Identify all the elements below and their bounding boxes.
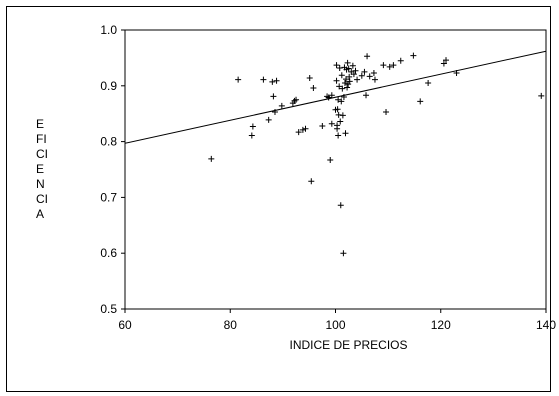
x-tick-label: 120	[431, 318, 451, 332]
y-tick-label: 0.7	[100, 190, 117, 204]
y-tick-label: 0.5	[100, 302, 117, 316]
x-tick-label: 60	[118, 318, 132, 332]
data-point	[335, 132, 342, 139]
data-point	[335, 111, 342, 118]
data-point	[440, 60, 447, 67]
data-point	[328, 92, 335, 99]
x-axis-label: INDICE DE PRECIOS	[289, 338, 407, 352]
y-tick-label: 0.9	[100, 79, 117, 93]
data-point	[380, 62, 387, 69]
y-axis-label-line: CI	[36, 192, 48, 206]
data-point	[346, 78, 353, 85]
data-point	[334, 122, 341, 129]
data-point	[343, 76, 350, 83]
data-point	[327, 157, 334, 164]
data-point	[235, 76, 242, 83]
data-point	[344, 59, 351, 66]
data-point	[358, 72, 365, 79]
y-axis-label-line: FI	[36, 132, 47, 146]
data-point	[333, 77, 340, 84]
data-point	[249, 123, 256, 130]
data-point	[269, 78, 276, 85]
y-tick-label: 0.8	[100, 135, 117, 149]
data-point	[338, 72, 345, 79]
data-point	[328, 120, 335, 127]
data-point	[295, 129, 302, 136]
data-point	[333, 62, 340, 69]
data-point	[410, 52, 417, 59]
y-axis-ticks: 0.5 0.6 0.7 0.8 0.9 1.0	[100, 23, 125, 316]
y-axis-label-line: E	[36, 117, 44, 131]
data-point	[417, 98, 424, 105]
data-point	[335, 96, 342, 103]
data-point	[293, 96, 300, 103]
data-point	[386, 63, 393, 70]
data-point	[265, 116, 272, 123]
data-point	[383, 109, 390, 116]
x-tick-label: 140	[536, 318, 556, 332]
data-point	[270, 93, 277, 100]
y-axis-label-line: E	[36, 162, 44, 176]
x-tick-label: 100	[325, 318, 345, 332]
data-point	[425, 80, 432, 87]
data-point	[366, 73, 373, 80]
data-point	[341, 80, 348, 87]
data-point	[370, 69, 377, 76]
data-point	[339, 112, 346, 119]
data-point	[337, 202, 344, 209]
y-tick-label: 1.0	[100, 23, 117, 37]
data-point	[443, 57, 450, 64]
data-point	[339, 85, 346, 92]
data-point	[397, 57, 404, 64]
data-point	[371, 76, 378, 83]
data-points	[208, 52, 545, 257]
data-point	[337, 118, 344, 125]
data-point	[278, 102, 285, 109]
y-axis-label-line: N	[36, 177, 45, 191]
data-point	[363, 92, 370, 99]
data-point	[319, 122, 326, 129]
data-point	[538, 92, 545, 99]
data-point	[308, 178, 315, 185]
y-tick-label: 0.6	[100, 246, 117, 260]
data-point	[390, 62, 397, 69]
data-point	[310, 85, 317, 92]
x-axis-ticks: 60 80 100 120 140	[118, 309, 556, 332]
plot-area	[124, 29, 547, 310]
trend-line	[124, 50, 547, 144]
data-point	[248, 132, 255, 139]
data-point	[338, 98, 345, 105]
data-point	[354, 76, 361, 83]
data-point	[342, 130, 349, 137]
data-point	[336, 64, 343, 71]
data-point	[334, 106, 341, 113]
data-point	[340, 250, 347, 257]
data-point	[325, 94, 332, 101]
y-axis-label-line: A	[36, 207, 44, 221]
data-point	[349, 62, 356, 69]
data-point	[361, 68, 368, 75]
data-point	[350, 71, 357, 78]
y-axis-label-line: CI	[36, 147, 48, 161]
data-point	[306, 74, 313, 81]
data-point	[299, 126, 306, 133]
data-point	[208, 155, 215, 162]
data-point	[273, 77, 280, 84]
data-point	[336, 83, 343, 90]
data-point	[302, 125, 309, 132]
data-point	[345, 65, 352, 72]
x-tick-label: 80	[224, 318, 238, 332]
data-point	[352, 67, 359, 74]
data-point	[346, 73, 353, 80]
data-point	[344, 84, 351, 91]
data-point	[364, 53, 371, 60]
data-point	[260, 76, 267, 83]
